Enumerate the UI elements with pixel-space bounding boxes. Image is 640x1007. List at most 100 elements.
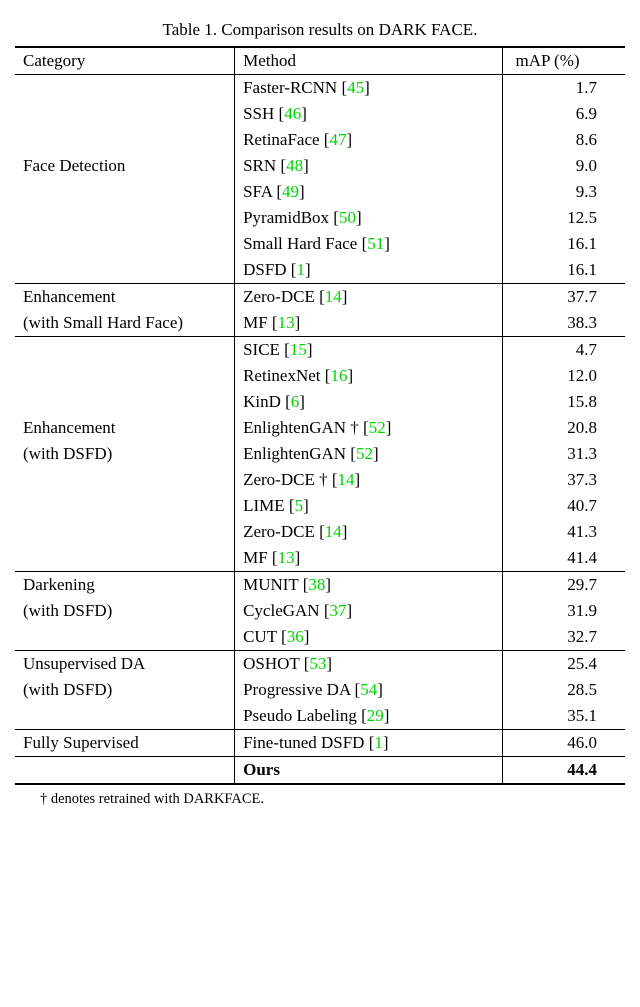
map-cell: 35.1 <box>503 703 625 730</box>
map-cell: 16.1 <box>503 257 625 284</box>
category-cell <box>15 624 235 651</box>
header-category: Category <box>15 47 235 75</box>
category-cell <box>15 257 235 284</box>
category-cell <box>15 101 235 127</box>
category-cell: Unsupervised DA <box>15 651 235 678</box>
category-cell: (with DSFD) <box>15 441 235 467</box>
method-cell: KinD [6] <box>235 389 503 415</box>
citation: 51 <box>367 234 384 253</box>
map-cell: 28.5 <box>503 677 625 703</box>
caption-prefix: Table 1. Comparison results on <box>163 20 379 39</box>
citation: 14 <box>325 522 342 541</box>
map-cell: 12.5 <box>503 205 625 231</box>
citation: 50 <box>339 208 356 227</box>
map-cell: 4.7 <box>503 337 625 364</box>
method-cell: RetinaFace [47] <box>235 127 503 153</box>
method-cell: SRN [48] <box>235 153 503 179</box>
method-cell: OSHOT [53] <box>235 651 503 678</box>
method-cell: Progressive DA [54] <box>235 677 503 703</box>
category-cell <box>15 757 235 785</box>
method-cell: EnlightenGAN [52] <box>235 441 503 467</box>
citation: 15 <box>290 340 307 359</box>
map-cell: 9.0 <box>503 153 625 179</box>
citation: 1 <box>374 733 383 752</box>
method-cell: MUNIT [38] <box>235 572 503 599</box>
method-cell: DSFD [1] <box>235 257 503 284</box>
category-cell <box>15 389 235 415</box>
table-caption: Table 1. Comparison results on DARK FACE… <box>15 20 625 40</box>
table-footnote: † denotes retrained with DARKFACE. <box>15 791 625 808</box>
category-cell <box>15 337 235 364</box>
citation: 52 <box>369 418 386 437</box>
category-cell <box>15 493 235 519</box>
citation: 45 <box>347 78 364 97</box>
map-cell: 9.3 <box>503 179 625 205</box>
method-cell: MF [13] <box>235 545 503 572</box>
method-cell: Small Hard Face [51] <box>235 231 503 257</box>
map-cell: 8.6 <box>503 127 625 153</box>
method-cell: Zero-DCE † [14] <box>235 467 503 493</box>
category-cell: Enhancement <box>15 415 235 441</box>
caption-suffix: . <box>473 20 477 39</box>
citation: 46 <box>284 104 301 123</box>
method-cell: CUT [36] <box>235 624 503 651</box>
header-map: mAP (%) <box>503 47 625 75</box>
citation: 38 <box>308 575 325 594</box>
citation: 37 <box>330 601 347 620</box>
method-cell: SSH [46] <box>235 101 503 127</box>
map-cell: 46.0 <box>503 730 625 757</box>
category-cell <box>15 179 235 205</box>
method-cell: RetinexNet [16] <box>235 363 503 389</box>
method-cell: Zero-DCE [14] <box>235 519 503 545</box>
category-cell: Fully Supervised <box>15 730 235 757</box>
citation: 52 <box>356 444 373 463</box>
category-cell <box>15 75 235 102</box>
map-cell: 38.3 <box>503 310 625 337</box>
category-cell: (with Small Hard Face) <box>15 310 235 337</box>
map-cell: 37.7 <box>503 284 625 311</box>
map-cell: 40.7 <box>503 493 625 519</box>
map-cell: 15.8 <box>503 389 625 415</box>
citation: 13 <box>278 313 295 332</box>
citation: 16 <box>330 366 347 385</box>
method-cell: Fine-tuned DSFD [1] <box>235 730 503 757</box>
category-cell: Darkening <box>15 572 235 599</box>
citation: 14 <box>325 287 342 306</box>
map-cell: 29.7 <box>503 572 625 599</box>
map-cell: 12.0 <box>503 363 625 389</box>
citation: 54 <box>360 680 377 699</box>
method-cell: MF [13] <box>235 310 503 337</box>
header-method: Method <box>235 47 503 75</box>
map-cell: 32.7 <box>503 624 625 651</box>
citation: 14 <box>338 470 355 489</box>
method-cell: Faster-RCNN [45] <box>235 75 503 102</box>
method-cell: Ours <box>235 757 503 785</box>
category-cell <box>15 231 235 257</box>
map-cell: 37.3 <box>503 467 625 493</box>
map-cell: 31.9 <box>503 598 625 624</box>
map-cell: 31.3 <box>503 441 625 467</box>
category-cell: (with DSFD) <box>15 598 235 624</box>
map-cell: 20.8 <box>503 415 625 441</box>
category-cell: Face Detection <box>15 153 235 179</box>
category-cell <box>15 519 235 545</box>
citation: 48 <box>286 156 303 175</box>
category-cell: (with DSFD) <box>15 677 235 703</box>
citation: 6 <box>291 392 300 411</box>
map-cell: 1.7 <box>503 75 625 102</box>
category-cell <box>15 703 235 730</box>
method-cell: SICE [15] <box>235 337 503 364</box>
map-cell: 41.4 <box>503 545 625 572</box>
category-cell <box>15 545 235 572</box>
method-cell: PyramidBox [50] <box>235 205 503 231</box>
method-cell: Pseudo Labeling [29] <box>235 703 503 730</box>
category-cell <box>15 127 235 153</box>
citation: 13 <box>278 548 295 567</box>
method-cell: EnlightenGAN † [52] <box>235 415 503 441</box>
map-cell: 6.9 <box>503 101 625 127</box>
citation: 29 <box>367 706 384 725</box>
citation: 36 <box>287 627 304 646</box>
citation: 1 <box>296 260 305 279</box>
map-cell: 41.3 <box>503 519 625 545</box>
method-cell: SFA [49] <box>235 179 503 205</box>
